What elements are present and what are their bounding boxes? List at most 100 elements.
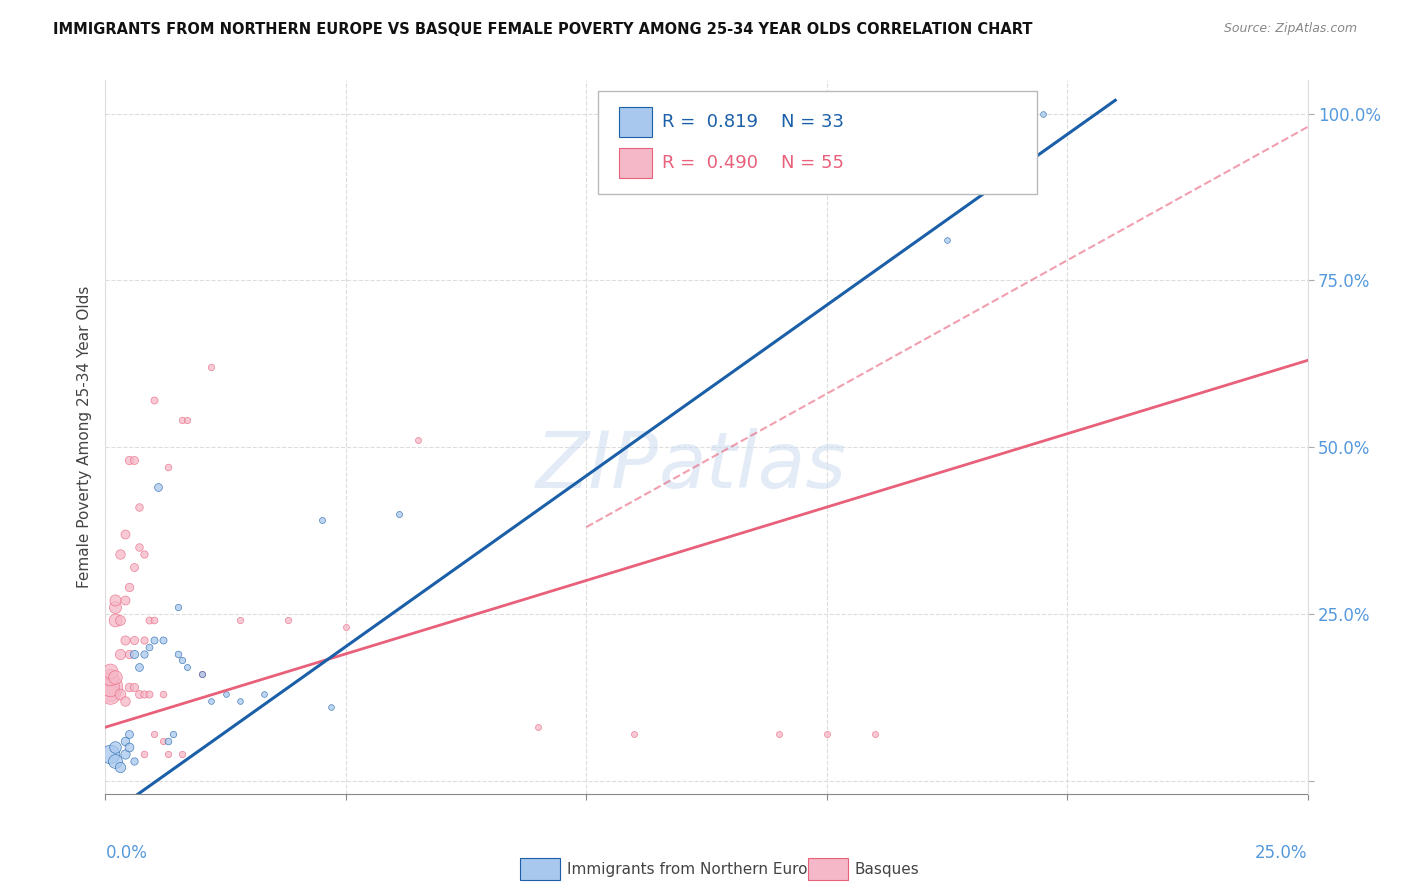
Point — [277, 614, 299, 628]
Point — [148, 480, 170, 494]
Point — [623, 727, 645, 741]
Point — [166, 600, 188, 615]
Point — [132, 747, 155, 761]
Point — [166, 647, 188, 661]
Point — [156, 747, 179, 761]
Point — [138, 687, 160, 701]
Text: Basques: Basques — [855, 863, 920, 877]
Point — [142, 614, 165, 628]
Point — [132, 547, 155, 561]
Point — [142, 393, 165, 408]
Point — [114, 633, 136, 648]
Text: R =  0.490    N = 55: R = 0.490 N = 55 — [662, 154, 844, 172]
Point — [114, 733, 136, 747]
Text: 25.0%: 25.0% — [1256, 844, 1308, 862]
Text: 0.0%: 0.0% — [105, 844, 148, 862]
Point — [152, 733, 174, 747]
Point — [108, 647, 131, 661]
Y-axis label: Female Poverty Among 25-34 Year Olds: Female Poverty Among 25-34 Year Olds — [77, 286, 93, 588]
Point — [172, 653, 194, 667]
Point — [104, 600, 127, 615]
Point — [176, 413, 198, 427]
Point — [406, 434, 429, 448]
Point — [98, 664, 121, 678]
Point — [98, 670, 121, 684]
Point — [214, 687, 236, 701]
Point — [114, 526, 136, 541]
Point — [1032, 106, 1054, 120]
Point — [124, 680, 146, 694]
Point — [104, 740, 127, 755]
Point — [124, 453, 146, 467]
Point — [152, 687, 174, 701]
Point — [200, 359, 222, 374]
Point — [936, 233, 959, 247]
Point — [720, 106, 742, 120]
Point — [229, 693, 252, 707]
Point — [108, 687, 131, 701]
Point — [527, 720, 550, 734]
Text: Source: ZipAtlas.com: Source: ZipAtlas.com — [1223, 22, 1357, 36]
Bar — [619, 107, 652, 136]
Point — [156, 733, 179, 747]
Point — [172, 747, 194, 761]
Point — [768, 727, 790, 741]
Point — [128, 660, 150, 674]
Point — [118, 680, 141, 694]
Point — [104, 754, 127, 768]
Text: IMMIGRANTS FROM NORTHERN EUROPE VS BASQUE FEMALE POVERTY AMONG 25-34 YEAR OLDS C: IMMIGRANTS FROM NORTHERN EUROPE VS BASQU… — [53, 22, 1033, 37]
Point — [190, 666, 212, 681]
Point — [132, 633, 155, 648]
Point — [253, 687, 276, 701]
Point — [114, 693, 136, 707]
Point — [128, 687, 150, 701]
Point — [388, 507, 411, 521]
Point — [128, 540, 150, 554]
Text: R =  0.819    N = 33: R = 0.819 N = 33 — [662, 112, 844, 130]
Point — [124, 560, 146, 574]
Point — [321, 700, 343, 714]
Point — [118, 580, 141, 594]
Point — [200, 693, 222, 707]
Point — [97, 680, 120, 694]
Point — [118, 740, 141, 755]
Point — [124, 647, 146, 661]
Point — [98, 687, 121, 701]
Point — [132, 647, 155, 661]
Point — [229, 614, 252, 628]
Point — [118, 453, 141, 467]
Point — [162, 727, 184, 741]
Text: Immigrants from Northern Europe: Immigrants from Northern Europe — [567, 863, 827, 877]
Point — [863, 727, 886, 741]
Point — [172, 413, 194, 427]
Text: atlas: atlas — [658, 427, 846, 504]
Point — [98, 680, 121, 694]
FancyBboxPatch shape — [599, 91, 1038, 194]
Bar — [619, 148, 652, 178]
Point — [118, 647, 141, 661]
Point — [132, 687, 155, 701]
Point — [98, 747, 121, 761]
Text: ZIP: ZIP — [536, 427, 658, 504]
Point — [114, 747, 136, 761]
Point — [124, 754, 146, 768]
Point — [176, 660, 198, 674]
Point — [124, 633, 146, 648]
Point — [104, 670, 127, 684]
Point — [128, 500, 150, 515]
Point — [114, 593, 136, 607]
Point — [138, 640, 160, 655]
Point — [190, 666, 212, 681]
Point — [108, 760, 131, 774]
Point — [311, 513, 333, 527]
Point — [815, 727, 838, 741]
Point — [142, 633, 165, 648]
Point — [108, 547, 131, 561]
Point — [108, 614, 131, 628]
Point — [104, 593, 127, 607]
Point — [335, 620, 357, 634]
Point — [104, 614, 127, 628]
Point — [138, 614, 160, 628]
Point — [118, 727, 141, 741]
Point — [142, 727, 165, 741]
